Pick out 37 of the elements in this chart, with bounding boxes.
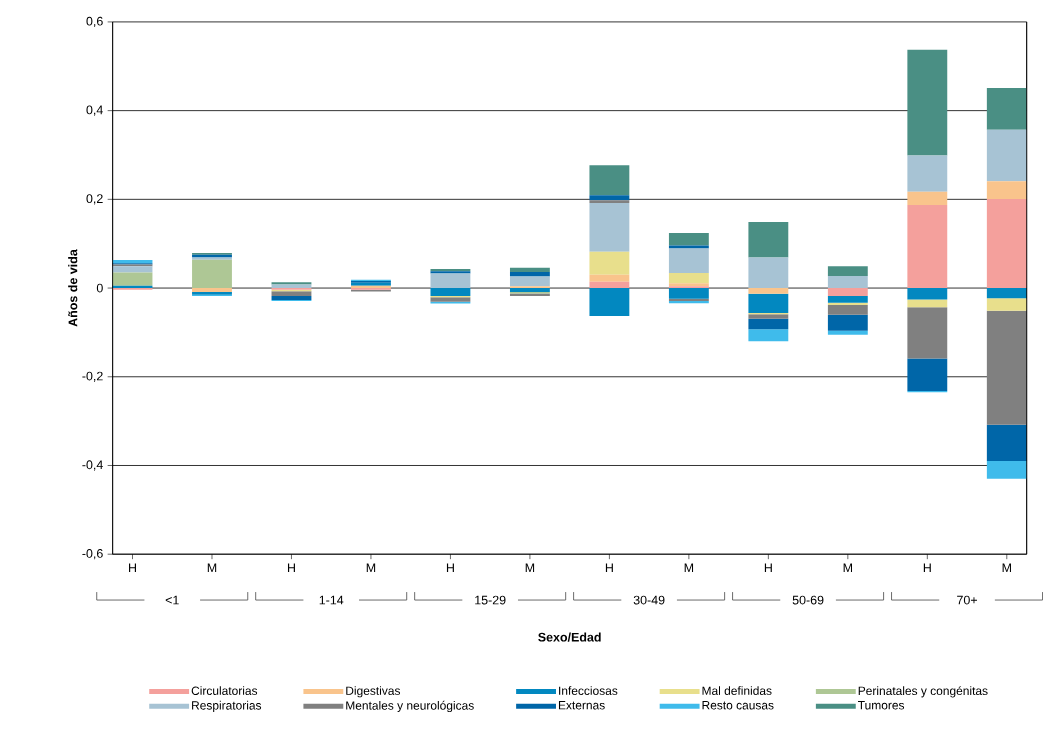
x-axis-title: Sexo/Edad <box>538 632 601 642</box>
x-tick-label: H <box>605 563 613 573</box>
x-tick-label: H <box>764 563 772 573</box>
y-tick-label: 0,4 <box>86 105 103 116</box>
legend-label: Tumores <box>858 701 905 710</box>
legend-label: Respiratorias <box>192 701 262 713</box>
x-tick-label: H <box>923 563 931 573</box>
legend-label: Infecciosas <box>559 686 618 696</box>
legend-label: Resto causas <box>702 701 774 710</box>
x-tick-label: M <box>366 563 376 573</box>
text: 1-14 <box>319 595 344 605</box>
x-tick-label: H <box>129 563 136 573</box>
x-tick-label: H <box>446 563 454 573</box>
y-tick-label: -0,4 <box>82 460 103 471</box>
legend-label: Externas <box>558 701 605 710</box>
x-tick-label: M <box>1002 563 1011 573</box>
legend-label: Perinatales y congénitas <box>858 686 988 698</box>
text: 70+ <box>957 595 977 605</box>
x-tick-label: M <box>525 563 535 573</box>
text: 15-29 <box>475 595 506 605</box>
legend-label: Mal definidas <box>702 686 772 696</box>
legend-label: Mentales y neurológicas <box>346 701 474 713</box>
x-tick-label: H <box>287 563 295 573</box>
y-tick-label: -0,6 <box>82 549 103 560</box>
legend-label: Circulatorias <box>191 686 258 696</box>
y-tick-label: -0,2 <box>82 371 103 383</box>
y-tick-label: 0,6 <box>86 17 103 28</box>
y-axis-title: Años de vida <box>68 249 78 327</box>
x-tick-label: M <box>207 563 217 573</box>
y-tick-label: 0 <box>96 283 103 293</box>
legend-label: Digestivas <box>346 686 401 698</box>
x-tick-label: M <box>684 563 694 573</box>
text: <1 <box>165 595 179 605</box>
x-tick-label: M <box>843 563 853 573</box>
text: 50-69 <box>792 595 824 605</box>
y-tick-label: 0,2 <box>86 194 103 205</box>
text: 30-49 <box>633 595 665 605</box>
